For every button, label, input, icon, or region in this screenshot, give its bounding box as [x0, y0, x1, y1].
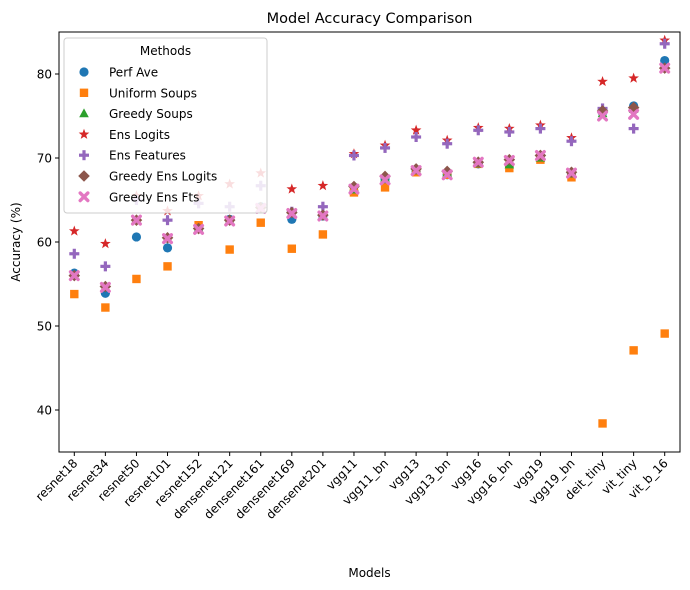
- data-point: [317, 201, 328, 212]
- data-point: [659, 62, 671, 74]
- data-point: [565, 167, 577, 179]
- data-point: [410, 124, 422, 135]
- data-point: [410, 165, 422, 177]
- legend: Methods Perf Ave Uniform Soups Greedy Soups…: [63, 37, 268, 214]
- data-point: [598, 419, 607, 428]
- legend-item: Ens Features: [79, 149, 186, 163]
- legend-item: Greedy Ens Fts: [78, 190, 199, 204]
- data-point: [442, 138, 453, 149]
- legend-marker: [79, 88, 89, 97]
- data-point: [628, 108, 640, 120]
- x-axis-title: Models: [348, 566, 390, 580]
- data-point: [660, 55, 670, 66]
- data-point: [628, 72, 639, 83]
- legend-label: Uniform Soups: [109, 86, 197, 100]
- data-point: [68, 270, 80, 282]
- legend-title: Methods: [140, 44, 191, 58]
- data-point: [131, 232, 142, 242]
- legend-label: Greedy Ens Logits: [109, 170, 217, 184]
- data-point: [380, 183, 390, 192]
- data-point: [473, 125, 484, 136]
- data-point: [628, 123, 639, 134]
- data-point: [69, 248, 80, 259]
- data-point: [256, 218, 265, 227]
- y-tick-label: 80: [37, 68, 52, 82]
- data-point: [162, 243, 173, 253]
- data-point: [348, 150, 359, 161]
- legend-marker: [78, 191, 90, 203]
- y-tick-label: 40: [37, 404, 52, 418]
- legend-item: Perf Ave: [79, 66, 158, 80]
- data-point: [411, 132, 422, 142]
- legend-label: Perf Ave: [109, 66, 158, 80]
- legend-label: Ens Logits: [109, 128, 170, 142]
- data-points: [68, 34, 671, 428]
- legend-marker: [79, 150, 89, 161]
- data-point: [224, 215, 236, 227]
- data-point: [534, 149, 546, 161]
- data-point: [597, 75, 608, 87]
- data-point: [130, 214, 142, 226]
- data-point: [162, 215, 173, 226]
- data-point: [99, 281, 111, 293]
- y-tick-label: 60: [37, 236, 52, 250]
- data-point: [629, 346, 638, 355]
- data-point: [287, 244, 297, 253]
- data-point: [317, 210, 329, 222]
- legend-marker: [78, 170, 90, 182]
- data-point: [348, 180, 360, 193]
- series-greedy-ens-fts: [68, 62, 671, 293]
- y-tick-label: 70: [37, 152, 52, 166]
- data-point: [101, 303, 110, 312]
- data-point: [379, 170, 391, 183]
- data-point: [225, 245, 234, 254]
- data-point: [100, 261, 111, 272]
- legend-label: Greedy Soups: [109, 107, 193, 121]
- data-point: [348, 183, 360, 195]
- data-point: [162, 233, 174, 245]
- data-point: [660, 329, 669, 338]
- legend-label: Greedy Ens Fts: [109, 190, 199, 204]
- data-point: [597, 110, 609, 122]
- legend-marker: [78, 128, 90, 139]
- data-point: [68, 225, 80, 236]
- legend-marker: [79, 67, 89, 77]
- data-point: [379, 174, 391, 186]
- legend-item: Greedy Ens Logits: [78, 170, 217, 184]
- data-point: [503, 155, 515, 167]
- y-tick-label: 50: [37, 320, 52, 334]
- data-point: [472, 156, 484, 168]
- data-point: [441, 169, 453, 181]
- data-point: [535, 123, 546, 134]
- data-point: [566, 136, 577, 147]
- legend-frame: [63, 37, 268, 214]
- chart-title: Model Accuracy Comparison: [267, 11, 473, 27]
- legend-marker: [79, 108, 89, 118]
- data-point: [317, 180, 329, 191]
- legend-item: Uniform Soups: [79, 86, 197, 100]
- legend-item: Ens Logits: [78, 128, 170, 142]
- data-point: [286, 183, 298, 194]
- y-axis-title: Accuracy (%): [9, 202, 23, 281]
- legend-label: Ens Features: [109, 149, 186, 163]
- data-point: [70, 289, 79, 299]
- data-point: [318, 230, 328, 239]
- data-point: [193, 223, 205, 235]
- data-point: [659, 38, 670, 49]
- legend-item: Greedy Soups: [79, 107, 193, 121]
- data-point: [286, 207, 298, 219]
- data-point: [100, 238, 111, 249]
- data-point: [163, 262, 172, 271]
- data-point: [380, 142, 391, 153]
- data-point: [504, 126, 515, 137]
- data-point: [132, 274, 141, 284]
- data-point: [441, 165, 453, 178]
